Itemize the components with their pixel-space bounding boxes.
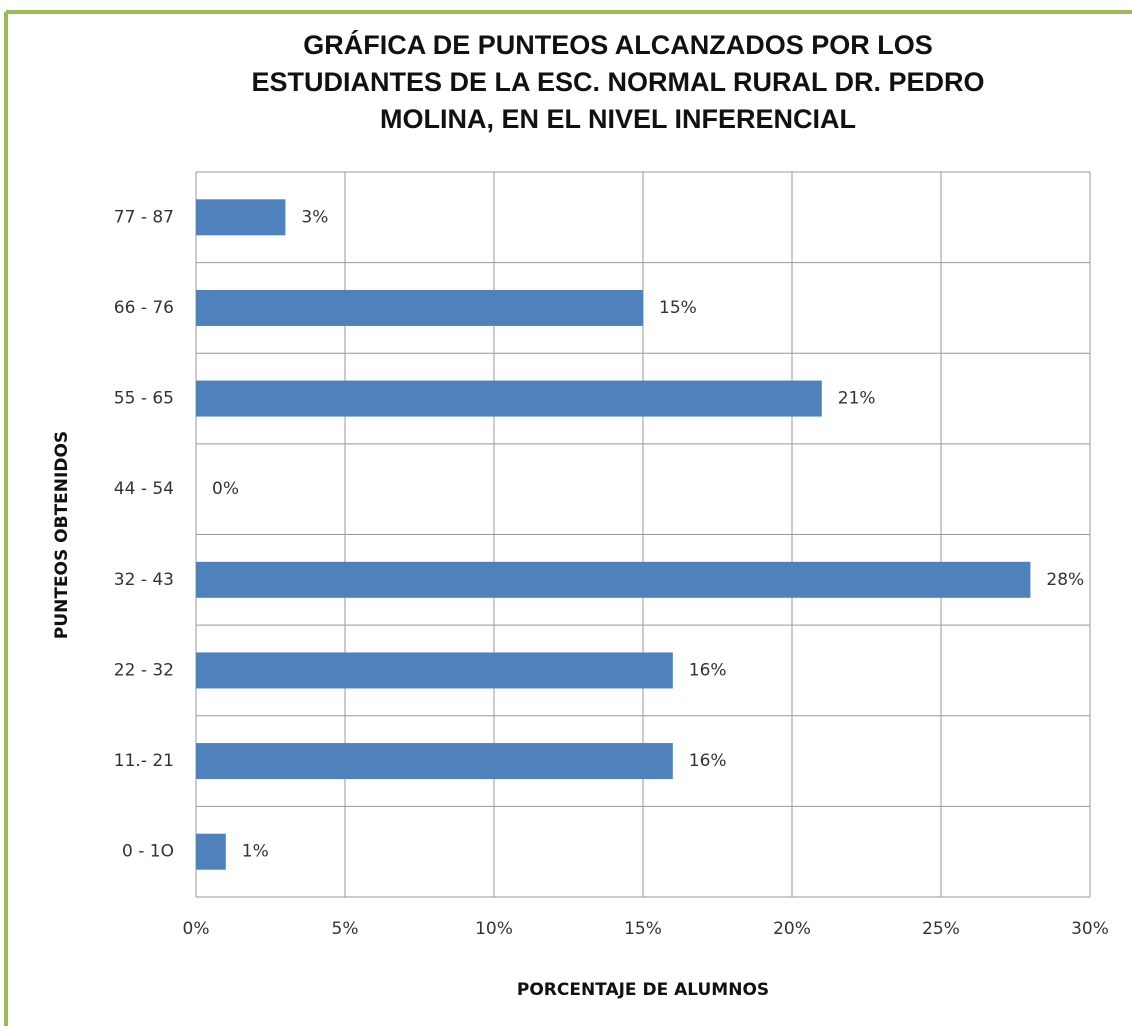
- data-label: 21%: [838, 389, 876, 409]
- bar: [196, 743, 673, 780]
- bar: [196, 652, 673, 689]
- data-label: 3%: [301, 207, 328, 227]
- chart-title: MOLINA, EN EL NIVEL INFERENCIAL: [380, 104, 856, 134]
- data-label: 28%: [1046, 570, 1084, 590]
- y-tick-label: 55 - 65: [114, 389, 174, 409]
- bar: [196, 561, 1031, 598]
- bar: [196, 289, 643, 326]
- data-label: 1%: [242, 842, 269, 862]
- x-tick-label: 25%: [922, 919, 960, 939]
- data-label: 15%: [659, 298, 697, 318]
- y-tick-label: 32 - 43: [114, 570, 174, 590]
- data-label: 16%: [689, 660, 727, 680]
- y-tick-label: 44 - 54: [114, 479, 174, 499]
- y-axis-label: PUNTEOS OBTENIDOS: [52, 431, 72, 639]
- x-tick-label: 0%: [183, 919, 210, 939]
- y-tick-label: 66 - 76: [114, 298, 174, 318]
- x-tick-label: 10%: [475, 919, 513, 939]
- chart-title: ESTUDIANTES DE LA ESC. NORMAL RURAL DR. …: [251, 67, 984, 97]
- x-tick-label: 30%: [1071, 919, 1109, 939]
- y-tick-label: 11.- 21: [114, 751, 174, 771]
- chart-title: GRÁFICA DE PUNTEOS ALCANZADOS POR LOS: [303, 29, 933, 60]
- bar: [196, 380, 822, 417]
- y-tick-label: 22 - 32: [114, 660, 174, 680]
- y-tick-label: 0 - 1O: [122, 842, 174, 862]
- bar: [196, 833, 226, 870]
- x-tick-label: 20%: [773, 919, 811, 939]
- y-tick-label: 77 - 87: [114, 207, 174, 227]
- bar: [196, 199, 286, 236]
- x-tick-label: 15%: [624, 919, 662, 939]
- data-label: 0%: [212, 479, 239, 499]
- x-tick-label: 5%: [332, 919, 359, 939]
- x-axis-label: PORCENTAJE DE ALUMNOS: [517, 980, 769, 1000]
- data-label: 16%: [689, 751, 727, 771]
